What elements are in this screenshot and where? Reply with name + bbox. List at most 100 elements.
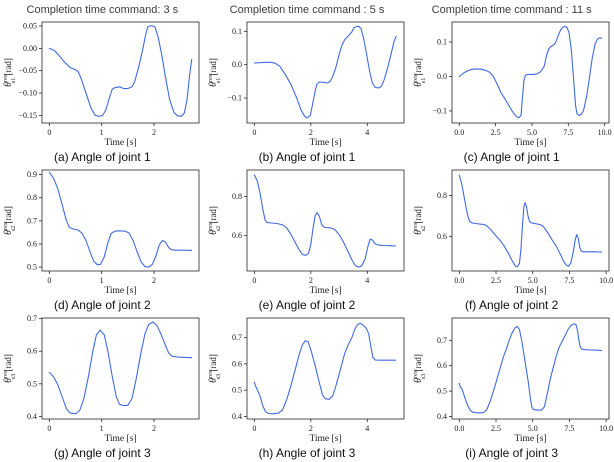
svg-text:0.5: 0.5 [437, 387, 447, 396]
svg-text:0: 0 [252, 276, 256, 285]
y-tick-labels-h: 0.7 0.6 0.5 0.4 [232, 333, 247, 421]
svg-text:0.6: 0.6 [27, 347, 37, 356]
plot-frame-f [451, 169, 610, 272]
svg-text:2.5: 2.5 [491, 424, 501, 433]
svg-text:1: 1 [100, 128, 104, 137]
subplot-cell-d: 0 1 2 0.9 0.8 0.7 0.6 0.5 Time [s] θress2[rad] (d)… [0, 166, 205, 314]
y-axis-label-c: θress1[rad] [412, 58, 427, 87]
svg-text:0.00: 0.00 [23, 44, 37, 53]
svg-text:0.7: 0.7 [27, 314, 37, 323]
subplot-cell-i: 0.0 2.5 5.0 7.5 10.0 0.7 0.6 0.5 0.4 Time [s] θres… [409, 314, 614, 462]
svg-text:1: 1 [100, 276, 104, 285]
y-tick-labels-d: 0.9 0.8 0.7 0.6 0.5 [27, 170, 43, 272]
svg-text:1: 1 [100, 424, 104, 433]
y-axis-label-e: θress2[rad] [207, 206, 222, 235]
x-axis-label-b: Time [s] [309, 138, 341, 148]
x-tick-labels-d: 0 1 2 [48, 271, 156, 285]
x-tick-labels-b: 0 2 4 [252, 123, 369, 137]
subplot-caption-a: (a) Angle of joint 1 [53, 150, 151, 164]
axes-b: 0 2 4 0.1 0.0 −0.1 Time [s] θress1[rad] [207, 21, 405, 148]
svg-text:0: 0 [48, 424, 52, 433]
svg-text:0.6: 0.6 [232, 231, 242, 240]
svg-text:2.5: 2.5 [491, 276, 501, 285]
x-axis-label-h: Time [s] [309, 434, 341, 444]
svg-text:7.5: 7.5 [563, 128, 573, 137]
svg-text:0.5: 0.5 [27, 379, 37, 388]
axes-c: 0.0 2.5 5.0 7.5 10.0 0.1 0.0 −0.1 Time [s] θress1… [412, 21, 611, 148]
svg-text:0.6: 0.6 [232, 359, 242, 368]
svg-text:0.6: 0.6 [437, 232, 447, 241]
y-axis-label-b: θress1[rad] [207, 58, 222, 87]
svg-text:0.6: 0.6 [27, 239, 37, 248]
x-axis-label-c: Time [s] [514, 138, 546, 148]
svg-text:4: 4 [365, 128, 369, 137]
svg-text:0.5: 0.5 [27, 263, 37, 272]
svg-text:0.7: 0.7 [437, 336, 447, 345]
subplot-cell-h: 0 2 4 0.7 0.6 0.5 0.4 Time [s] θress3[rad] (h) An… [205, 314, 410, 462]
svg-text:0: 0 [252, 128, 256, 137]
data-line-h [253, 322, 397, 415]
svg-text:0.8: 0.8 [27, 193, 37, 202]
svg-text:−0.05: −0.05 [19, 66, 38, 75]
svg-text:2: 2 [309, 128, 313, 137]
subplot-cell-g: 0 1 2 0.7 0.6 0.5 0.4 Time [s] θress3[rad] (g) An… [0, 314, 205, 462]
plot-frame-e [246, 169, 405, 272]
svg-text:0.0: 0.0 [454, 128, 464, 137]
svg-text:0.9: 0.9 [27, 170, 37, 179]
plot-title-c: Completion time command : 11 s [431, 4, 592, 16]
plot-title-b: Completion time command : 5 s [229, 4, 385, 16]
axes-a: 0 1 2 0.05 0.00 −0.05 −0.10 −0.15 Time [s] θress1… [2, 21, 200, 148]
svg-text:4: 4 [365, 276, 369, 285]
subplot-cell-b: Completion time command : 5 s 0 2 4 0.1 0.0 −0… [205, 0, 410, 166]
svg-text:0.0: 0.0 [454, 276, 464, 285]
svg-text:7.5: 7.5 [564, 276, 574, 285]
svg-text:0.7: 0.7 [27, 216, 37, 225]
data-line-b [253, 25, 397, 119]
data-line-e [253, 174, 397, 268]
x-tick-labels-c: 0.0 2.5 5.0 7.5 10.0 [454, 123, 611, 137]
plot-frame-i [451, 317, 610, 420]
svg-text:0.4: 0.4 [27, 412, 37, 421]
plot-frame-a [41, 21, 200, 124]
x-tick-labels-i: 0.0 2.5 5.0 7.5 10.0 [454, 419, 613, 433]
y-tick-labels-g: 0.7 0.6 0.5 0.4 [27, 314, 43, 421]
plot-frame-b [246, 21, 405, 124]
plot-frame-h [246, 317, 405, 420]
axes-f: 0.0 2.5 5.0 7.5 10.0 0.8 0.6 Time [s] θress2[rad… [412, 169, 613, 296]
y-axis-label-d: θress2[rad] [2, 206, 17, 235]
svg-text:0: 0 [48, 276, 52, 285]
svg-text:10.0: 10.0 [599, 276, 613, 285]
axes-h: 0 2 4 0.7 0.6 0.5 0.4 Time [s] θress3[rad] [207, 317, 405, 444]
svg-text:4: 4 [365, 424, 369, 433]
x-tick-labels-e: 0 2 4 [252, 271, 369, 285]
svg-text:0.05: 0.05 [23, 22, 37, 31]
svg-text:0.7: 0.7 [232, 333, 242, 342]
y-axis-label-g: θress3[rad] [2, 354, 17, 383]
subplot-caption-i: (i) Angle of joint 3 [465, 446, 559, 460]
y-axis-label-i: θress3[rad] [412, 354, 427, 383]
axes-e: 0 2 4 0.8 0.6 Time [s] θress2[rad] [207, 169, 405, 296]
subplot-caption-d: (d) Angle of joint 2 [53, 298, 151, 312]
svg-text:0.8: 0.8 [232, 192, 242, 201]
subplot-caption-e: (e) Angle of joint 2 [258, 298, 356, 312]
axes-d: 0 1 2 0.9 0.8 0.7 0.6 0.5 Time [s] θress2[rad] [2, 169, 200, 296]
x-axis-label-g: Time [s] [105, 434, 137, 444]
svg-text:0.8: 0.8 [437, 191, 447, 200]
plot-frame-g [41, 317, 200, 420]
svg-text:0.0: 0.0 [232, 60, 242, 69]
svg-text:−0.1: −0.1 [227, 94, 242, 103]
subplot-cell-f: 0.0 2.5 5.0 7.5 10.0 0.8 0.6 Time [s] θress2[rad… [409, 166, 614, 314]
data-line-a [49, 25, 193, 117]
x-tick-labels-a: 0 1 2 [48, 123, 156, 137]
svg-text:2.5: 2.5 [490, 128, 500, 137]
svg-text:2: 2 [152, 424, 156, 433]
svg-text:2: 2 [309, 424, 313, 433]
x-tick-labels-f: 0.0 2.5 5.0 7.5 10.0 [454, 271, 613, 285]
svg-text:7.5: 7.5 [564, 424, 574, 433]
svg-text:0: 0 [252, 424, 256, 433]
svg-text:−0.10: −0.10 [19, 89, 38, 98]
svg-text:10.0: 10.0 [597, 128, 611, 137]
y-tick-labels-f: 0.8 0.6 [437, 191, 452, 241]
x-tick-labels-h: 0 2 4 [252, 419, 369, 433]
